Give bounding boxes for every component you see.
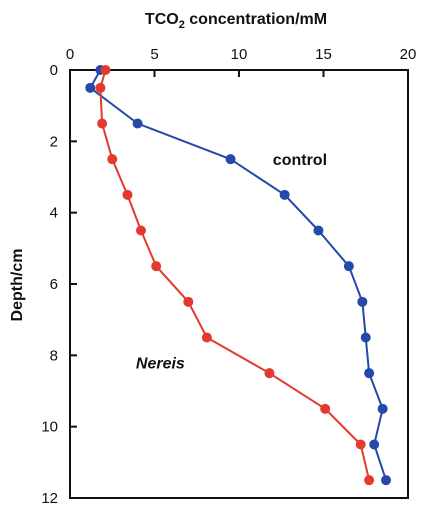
data-point-nereis [355, 439, 366, 450]
data-point-nereis [135, 225, 146, 236]
data-point-control [225, 154, 236, 165]
data-point-control [132, 118, 143, 129]
data-point-control [369, 439, 380, 450]
data-point-control [343, 261, 354, 272]
data-point-nereis [201, 332, 212, 343]
y-tick-label: 12 [41, 490, 58, 506]
series-label-nereis: Nereis [136, 355, 185, 372]
x-axis-title-subscript: 2 [179, 19, 185, 31]
x-tick-label: 20 [400, 46, 417, 63]
y-tick-label: 0 [50, 62, 58, 79]
x-axis-title-main: TCO [145, 11, 179, 28]
data-point-nereis [97, 118, 108, 129]
series-layer [85, 65, 392, 486]
y-tick-label: 2 [50, 133, 58, 150]
x-tick-label: 10 [231, 46, 248, 63]
data-point-control [377, 403, 388, 414]
data-point-control [357, 296, 368, 307]
x-ticks: 0 5 10 15 20 [66, 46, 417, 77]
x-axis-title: TCO2 concentration/mM [145, 11, 327, 31]
x-tick-label: 15 [315, 46, 332, 63]
data-point-nereis [95, 82, 106, 93]
data-point-nereis [183, 296, 194, 307]
y-tick-label: 6 [50, 276, 58, 293]
series-line-nereis [99, 69, 371, 481]
y-ticks: 0 2 4 6 8 10 12 [41, 62, 77, 506]
y-tick-label: 8 [50, 347, 58, 364]
series-label-control: control [273, 152, 327, 169]
y-axis-title: Depth/cm [9, 249, 26, 322]
data-point-nereis [100, 65, 111, 75]
data-point-control [364, 368, 375, 379]
x-tick-label: 5 [150, 46, 158, 63]
y-tick-label: 10 [41, 419, 58, 436]
series-labels: control Nereis [136, 152, 327, 372]
series-line-control [89, 69, 387, 481]
data-point-nereis [122, 189, 133, 200]
data-point-control [381, 475, 392, 486]
data-point-nereis [151, 261, 162, 272]
data-point-nereis [264, 368, 275, 379]
data-point-nereis [107, 154, 118, 165]
x-axis-title-rest: concentration/mM [185, 11, 327, 28]
data-point-control [360, 332, 371, 343]
x-tick-label: 0 [66, 46, 74, 63]
data-point-control [279, 189, 290, 200]
data-point-nereis [320, 403, 331, 414]
data-point-control [313, 225, 324, 236]
data-point-nereis [364, 475, 375, 486]
data-point-control [85, 82, 96, 93]
y-tick-label: 4 [50, 205, 58, 222]
plot-frame [69, 69, 409, 499]
